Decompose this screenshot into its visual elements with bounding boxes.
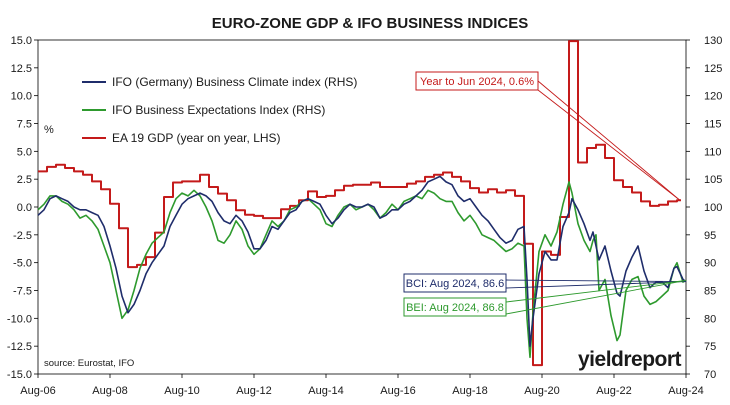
annotation-bci: BCI: Aug 2024, 86.6 bbox=[403, 273, 507, 293]
annotation-gdp-text: Year to Jun 2024, 0.6% bbox=[420, 76, 534, 88]
annotation-leaders bbox=[505, 80, 687, 315]
y-left-tick-label: -12.5 bbox=[7, 341, 32, 353]
series-line-bci bbox=[37, 175, 687, 347]
y-right-tick-label: 115 bbox=[704, 119, 722, 131]
y-left-tick-label: 15.0 bbox=[11, 35, 32, 47]
series-line-gdp bbox=[38, 40, 681, 367]
y-right-tick-label: 125 bbox=[704, 63, 722, 75]
source-note: source: Eurostat, IFO bbox=[44, 358, 134, 369]
annotation-bci-text: BCI: Aug 2024, 86.6 bbox=[406, 278, 504, 290]
x-tick-label: Aug-22 bbox=[596, 385, 631, 397]
y-right-tick-label: 130 bbox=[704, 35, 722, 47]
x-tick-label: Aug-20 bbox=[524, 385, 559, 397]
gdp-leader-line bbox=[537, 80, 681, 201]
y-axis-left-label: % bbox=[44, 124, 54, 136]
legend: IFO (Germany) Business Climate index (RH… bbox=[82, 75, 357, 145]
y-left-tick-label: -15.0 bbox=[7, 369, 32, 381]
y-left-tick-label: 5.0 bbox=[17, 146, 32, 158]
y-left-tick-label: -5.0 bbox=[13, 258, 32, 270]
y-right-tick-label: 70 bbox=[704, 369, 716, 381]
y-axis-right: 130 125 120 115 110 105 100 95 90 85 80 75 70 bbox=[686, 35, 722, 381]
annotation-bei-box bbox=[403, 297, 507, 317]
y-right-tick-label: 110 bbox=[704, 146, 722, 158]
x-tick-label: Aug-16 bbox=[380, 385, 415, 397]
annotation-bei: BEI: Aug 2024, 86.8 bbox=[403, 297, 507, 317]
y-right-tick-label: 105 bbox=[704, 174, 722, 186]
y-left-tick-label: 12.5 bbox=[11, 63, 32, 75]
chart-title: EURO-ZONE GDP & IFO BUSINESS INDICES bbox=[212, 15, 528, 32]
y-right-tick-label: 90 bbox=[704, 258, 716, 270]
y-right-tick-label: 95 bbox=[704, 230, 716, 242]
y-left-tick-label: 7.5 bbox=[17, 119, 32, 131]
brand-logo: yieldreport bbox=[578, 348, 682, 371]
annotation-bci-box bbox=[403, 273, 507, 293]
y-left-tick-label: -10.0 bbox=[7, 313, 32, 325]
bci-leader-line bbox=[505, 281, 687, 289]
y-left-tick-label: -7.5 bbox=[13, 286, 32, 298]
gdp-leader-line bbox=[537, 89, 681, 201]
x-tick-label: Aug-14 bbox=[308, 385, 343, 397]
y-right-tick-label: 75 bbox=[704, 341, 716, 353]
x-tick-label: Aug-06 bbox=[20, 385, 55, 397]
series-line-bei bbox=[37, 181, 687, 359]
y-left-tick-label: 10.0 bbox=[11, 91, 32, 103]
y-right-tick-label: 120 bbox=[704, 91, 722, 103]
bei-leader-line bbox=[505, 280, 687, 315]
y-right-tick-label: 100 bbox=[704, 202, 722, 214]
x-tick-label: Aug-08 bbox=[92, 385, 127, 397]
legend-label-bei: IFO Business Expectations Index (RHS) bbox=[112, 103, 325, 117]
y-axis-left: 15.0 12.5 10.0 7.5 5.0 2.5 0.0 -2.5 -5.0 -7.5 -10.… bbox=[7, 35, 38, 381]
y-left-tick-label: 0.0 bbox=[17, 202, 32, 214]
series-layer bbox=[37, 40, 687, 367]
bei-leader-line bbox=[505, 280, 687, 303]
annotation-gdp: Year to Jun 2024, 0.6% bbox=[415, 71, 539, 91]
x-tick-label: Aug-18 bbox=[452, 385, 487, 397]
bci-leader-line bbox=[505, 279, 687, 283]
x-tick-label: Aug-10 bbox=[164, 385, 199, 397]
y-left-tick-label: -2.5 bbox=[13, 230, 32, 242]
x-tick-label: Aug-12 bbox=[236, 385, 271, 397]
y-right-tick-label: 85 bbox=[704, 286, 716, 298]
y-left-tick-label: 2.5 bbox=[17, 174, 32, 186]
x-axis: Aug-06 Aug-08 Aug-10 Aug-12 Aug-14 Aug-16 Aug-… bbox=[20, 374, 704, 397]
y-right-tick-label: 80 bbox=[704, 313, 716, 325]
annotation-bei-text: BEI: Aug 2024, 86.8 bbox=[406, 302, 504, 314]
legend-label-gdp: EA 19 GDP (year on year, LHS) bbox=[112, 131, 281, 145]
legend-label-bci: IFO (Germany) Business Climate index (RH… bbox=[112, 75, 357, 89]
x-tick-label: Aug-24 bbox=[668, 385, 703, 397]
